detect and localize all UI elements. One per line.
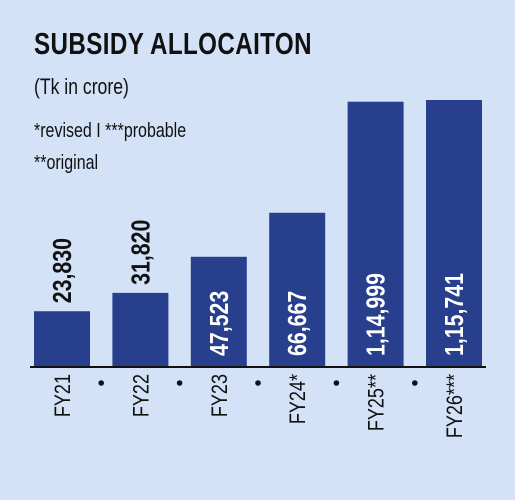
x-tick-label: FY25** xyxy=(365,374,389,431)
value-label: 66,667 xyxy=(283,291,313,356)
category-separator-dot xyxy=(98,380,104,386)
category-separator-dot xyxy=(333,380,340,386)
value-label: 31,820 xyxy=(126,220,156,285)
bar-fy26 xyxy=(426,100,482,366)
category-separator-dot xyxy=(412,380,418,386)
x-tick-label: FY21 xyxy=(51,374,75,417)
chart-note-revised-probable: *revised I ***probable xyxy=(34,120,187,142)
x-tick-label: FY26*** xyxy=(443,374,467,438)
value-label: 23,830 xyxy=(48,238,78,303)
x-tick-label: FY22 xyxy=(130,374,154,417)
bar-fy23 xyxy=(190,256,247,366)
chart-note-original: **original xyxy=(34,152,99,174)
value-label: 47,523 xyxy=(205,291,235,356)
value-label: 1,14,999 xyxy=(362,273,392,356)
x-tick-label: FY23 xyxy=(208,374,232,417)
x-tick-label: FY24* xyxy=(287,374,311,424)
category-separator-dot xyxy=(176,380,183,386)
chart-title: SUBSIDY ALLOCAITON xyxy=(34,26,312,61)
bar-fy22 xyxy=(112,292,169,366)
value-label: 1,15,741 xyxy=(440,273,470,356)
bar-fy21 xyxy=(34,311,90,366)
chart-subtitle: (Tk in crore) xyxy=(34,74,129,99)
category-separator-dot xyxy=(255,380,261,386)
bar-fy25 xyxy=(347,101,404,366)
bar-fy24 xyxy=(269,212,326,366)
